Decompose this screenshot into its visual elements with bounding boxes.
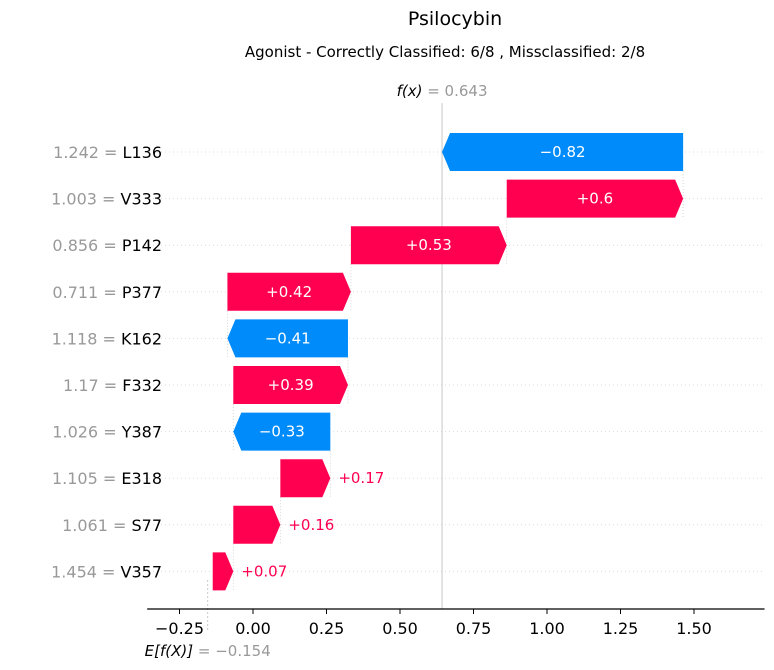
feature-name: K162 bbox=[121, 329, 162, 348]
x-tick-label: 0.00 bbox=[235, 619, 271, 638]
bar-value-label: +0.07 bbox=[241, 562, 287, 580]
feature-name: L136 bbox=[123, 143, 162, 162]
chart-subtitle: Agonist - Correctly Classified: 6/8 , Mi… bbox=[245, 43, 645, 61]
feature-name: P377 bbox=[122, 283, 162, 302]
ex-value: = −0.154 bbox=[193, 642, 271, 660]
feature-name: V333 bbox=[121, 190, 162, 209]
fx-name: f(x) bbox=[397, 82, 423, 100]
fx-value: = 0.643 bbox=[422, 82, 487, 100]
feature-value: 1.105 = bbox=[52, 469, 121, 488]
bar-value-label: +0.17 bbox=[338, 469, 384, 487]
ex-name: E[f(X)] bbox=[145, 642, 194, 660]
x-tick-label: 0.25 bbox=[309, 619, 345, 638]
feature-name: F332 bbox=[122, 376, 162, 395]
feature-name: E318 bbox=[121, 469, 162, 488]
bar-y387 bbox=[233, 412, 331, 451]
feature-value: 1.454 = bbox=[51, 562, 120, 581]
bars-layer bbox=[212, 133, 684, 591]
bar-p377 bbox=[227, 272, 351, 311]
feature-value: 0.711 = bbox=[52, 283, 121, 302]
bar-f332 bbox=[233, 366, 348, 404]
feature-name: V357 bbox=[121, 562, 162, 581]
x-tick-label: 1.25 bbox=[603, 619, 639, 638]
x-axis: −0.25 0.00 0.25 0.50 0.75 1.00 1.25 1.50 bbox=[147, 608, 765, 638]
feature-value: 1.17 = bbox=[63, 376, 122, 395]
bar-value-label: −0.33 bbox=[259, 423, 305, 441]
feature-label: 1.118 = K162 bbox=[52, 329, 162, 348]
bar-value-label: +0.42 bbox=[266, 283, 312, 301]
x-tick-label: 1.00 bbox=[529, 619, 565, 638]
feature-label: 0.711 = P377 bbox=[52, 283, 162, 302]
x-tick-label: 0.50 bbox=[382, 619, 418, 638]
x-tick-label: 1.50 bbox=[676, 619, 712, 638]
bar-value-label: +0.39 bbox=[268, 376, 314, 394]
bar-value-label: −0.41 bbox=[265, 329, 311, 347]
fx-label: f(x) = 0.643 bbox=[397, 82, 488, 100]
bar-value-label: −0.82 bbox=[540, 143, 586, 161]
feature-value: 1.003 = bbox=[51, 190, 120, 209]
feature-label: 1.061 = S77 bbox=[62, 516, 162, 535]
feature-label: 1.17 = F332 bbox=[63, 376, 162, 395]
feature-label: 1.003 = V333 bbox=[51, 190, 162, 209]
feature-label: 0.856 = P142 bbox=[52, 236, 162, 255]
feature-label: 1.454 = V357 bbox=[51, 562, 162, 581]
feature-label: 1.105 = E318 bbox=[52, 469, 162, 488]
bar-value-label: +0.6 bbox=[577, 190, 613, 208]
feature-name: Y387 bbox=[121, 423, 162, 442]
feature-name: S77 bbox=[131, 516, 162, 535]
bar-value-label: +0.16 bbox=[288, 516, 334, 534]
feature-value: 1.026 = bbox=[52, 423, 121, 442]
x-tick-label: −0.25 bbox=[155, 619, 204, 638]
bar-e318 bbox=[280, 459, 331, 498]
chart-title: Psilocybin bbox=[408, 8, 502, 30]
feature-value: 1.242 = bbox=[53, 143, 122, 162]
feature-value: 1.118 = bbox=[52, 329, 121, 348]
feature-label: 1.026 = Y387 bbox=[52, 423, 162, 442]
bar-p142 bbox=[350, 226, 507, 265]
bar-v333 bbox=[506, 179, 684, 218]
bar-value-label: +0.53 bbox=[406, 236, 452, 254]
labels-layer: −0.82 1.242 = L136 +0.6 1.003 = V333 +0.53 0.… bbox=[51, 82, 613, 660]
x-tick-label: 0.75 bbox=[456, 619, 492, 638]
feature-name: P142 bbox=[122, 236, 162, 255]
bar-v357 bbox=[212, 552, 234, 591]
feature-label: 1.242 = L136 bbox=[53, 143, 162, 162]
bar-l136 bbox=[442, 133, 684, 171]
feature-value: 1.061 = bbox=[62, 516, 131, 535]
ex-label: E[f(X)] = −0.154 bbox=[145, 642, 271, 660]
feature-value: 0.856 = bbox=[52, 236, 121, 255]
bar-k162 bbox=[227, 319, 348, 358]
bar-s77 bbox=[233, 505, 281, 544]
